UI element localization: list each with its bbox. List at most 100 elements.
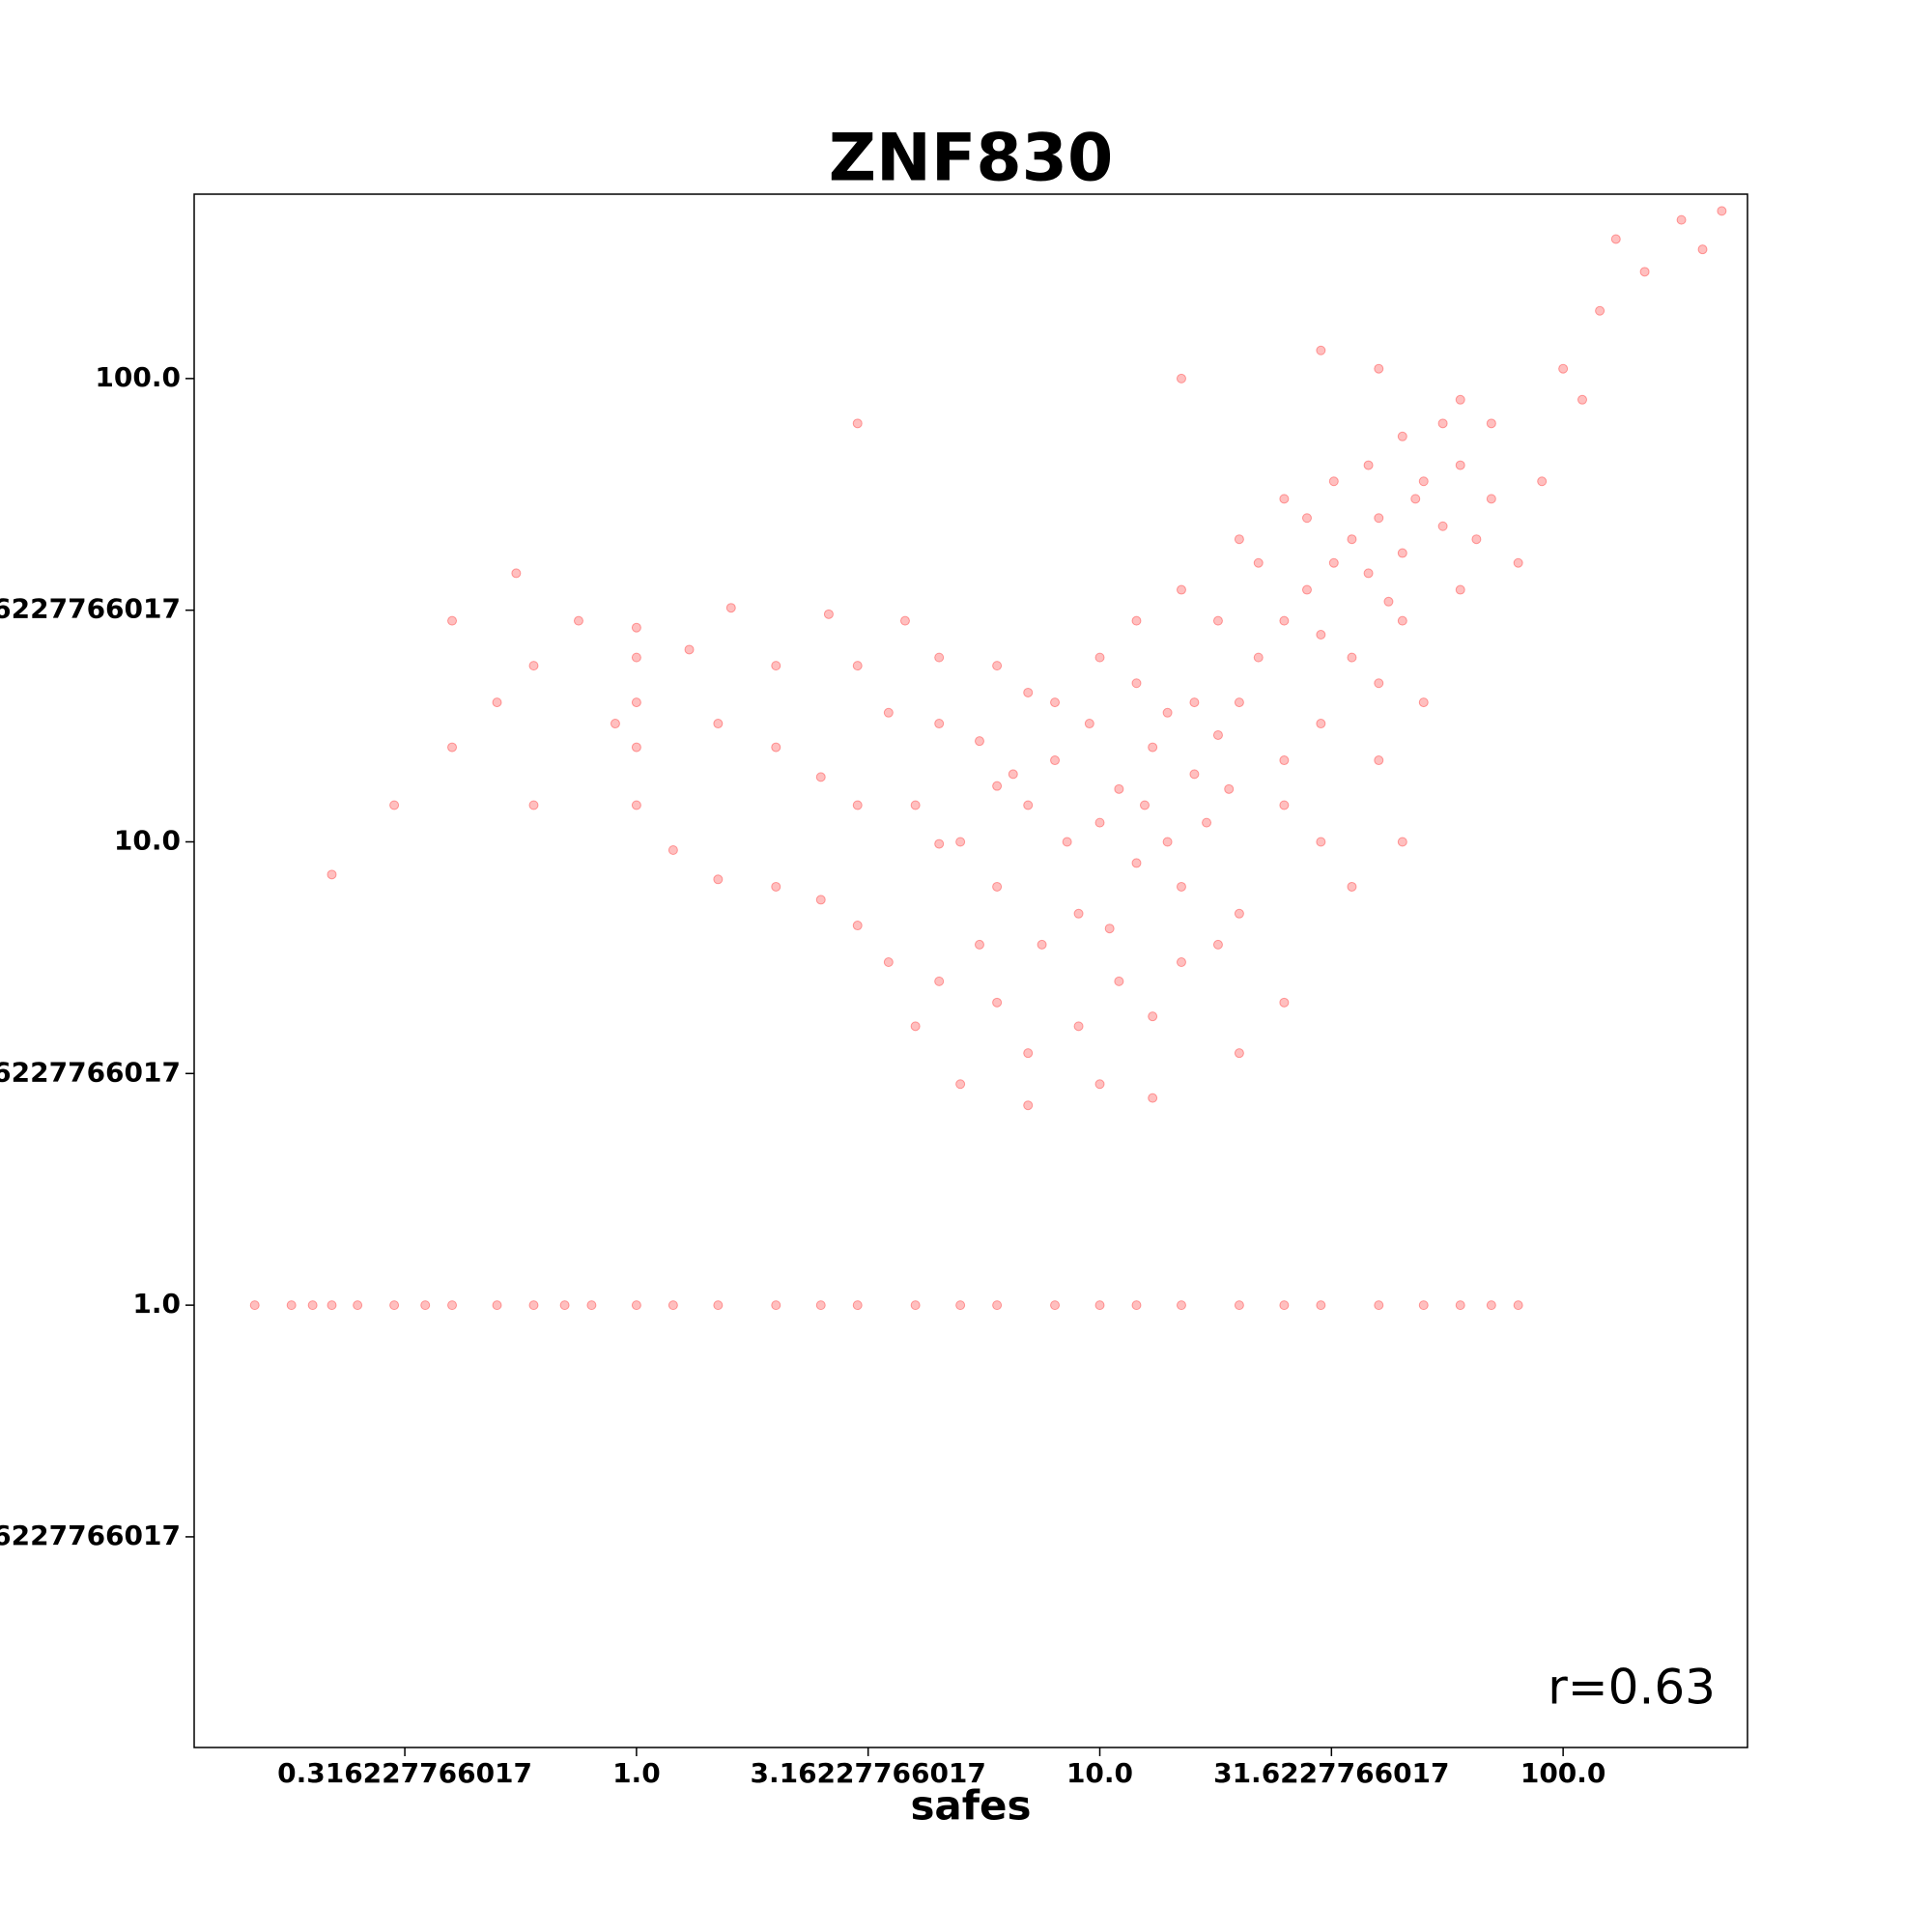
point	[610, 719, 620, 729]
point	[1114, 976, 1124, 986]
point	[1234, 1300, 1244, 1311]
point	[883, 957, 894, 968]
point	[1212, 729, 1223, 740]
point	[771, 742, 781, 753]
point	[852, 661, 863, 671]
point	[1234, 534, 1244, 545]
point	[1023, 1048, 1034, 1059]
point	[249, 1300, 260, 1311]
point	[992, 997, 1003, 1008]
point	[1347, 534, 1357, 545]
point	[1176, 1300, 1186, 1311]
point	[528, 661, 539, 671]
point	[1639, 267, 1650, 277]
point	[631, 1300, 641, 1311]
point	[1577, 394, 1587, 405]
point	[713, 719, 724, 729]
point	[1050, 755, 1061, 766]
point	[992, 661, 1003, 671]
point	[1610, 234, 1621, 244]
point	[492, 1300, 502, 1311]
point	[1148, 742, 1158, 753]
x-tick-label: 1.0	[612, 1757, 661, 1789]
point	[528, 1300, 539, 1311]
point	[447, 742, 458, 753]
x-axis-label: safes	[910, 1782, 1031, 1830]
point	[668, 1300, 678, 1311]
y-tick-label: 10.0	[114, 824, 181, 856]
point	[1008, 769, 1018, 780]
point	[1316, 1300, 1326, 1311]
point	[955, 837, 966, 847]
point	[1062, 837, 1072, 847]
point	[1410, 494, 1421, 504]
point	[1437, 418, 1448, 429]
point	[852, 921, 863, 931]
point	[1486, 418, 1496, 429]
point	[631, 622, 641, 633]
x-tick-label: 0.316227766017	[277, 1757, 532, 1789]
point	[573, 615, 583, 626]
point	[327, 869, 337, 880]
point	[1455, 394, 1465, 405]
point	[1131, 615, 1142, 626]
point	[631, 742, 641, 753]
point	[713, 874, 724, 885]
point	[1189, 697, 1200, 708]
point	[852, 800, 863, 810]
point	[1697, 244, 1708, 255]
point	[1279, 997, 1290, 1008]
point	[1363, 568, 1374, 579]
point	[823, 609, 834, 619]
point	[353, 1300, 363, 1311]
point	[1023, 687, 1034, 697]
point	[815, 1300, 826, 1311]
point	[992, 1300, 1003, 1311]
point	[1374, 363, 1384, 374]
point	[1114, 783, 1124, 794]
point	[1224, 783, 1235, 794]
point	[1253, 557, 1264, 568]
point	[852, 1300, 863, 1311]
point	[1328, 476, 1339, 487]
point	[1347, 652, 1357, 663]
point	[934, 838, 945, 849]
point	[1347, 881, 1357, 892]
point	[1418, 476, 1429, 487]
point	[934, 976, 945, 986]
point	[910, 1021, 921, 1032]
point	[1023, 1100, 1034, 1111]
point	[586, 1300, 597, 1311]
point	[1397, 837, 1407, 847]
point	[1234, 697, 1244, 708]
point	[447, 1300, 458, 1311]
point	[1139, 800, 1150, 810]
point	[1486, 1300, 1496, 1311]
y-tick-label: 0.316227766017	[0, 1520, 181, 1551]
point	[1234, 1048, 1244, 1059]
point	[1471, 534, 1482, 545]
point	[852, 418, 863, 429]
point	[631, 697, 641, 708]
point	[1148, 1093, 1158, 1103]
point	[1316, 719, 1326, 729]
point	[1176, 957, 1186, 968]
point	[1676, 214, 1687, 225]
point	[1316, 630, 1326, 640]
point	[1374, 1300, 1384, 1311]
y-tick-label: 100.0	[95, 361, 181, 393]
point	[1316, 345, 1326, 355]
point	[1328, 557, 1339, 568]
point	[420, 1300, 431, 1311]
point	[1301, 513, 1312, 524]
point	[713, 1300, 724, 1311]
point	[1316, 837, 1326, 847]
point	[771, 661, 781, 671]
point	[1162, 707, 1173, 718]
point	[910, 800, 921, 810]
point	[1050, 697, 1061, 708]
point	[389, 1300, 400, 1311]
point	[771, 1300, 781, 1311]
point	[1189, 769, 1200, 780]
